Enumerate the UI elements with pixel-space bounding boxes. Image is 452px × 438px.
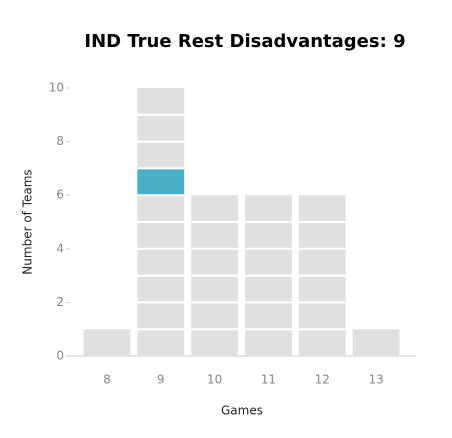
y-tick-label: 10 [49, 81, 64, 95]
x-tick-label: 9 [157, 373, 165, 387]
y-tick-label: 0 [56, 349, 64, 363]
chart-title: IND True Rest Disadvantages: 9 [84, 31, 405, 52]
y-tick-label: 2 [56, 295, 64, 309]
y-tick-label: 8 [56, 134, 64, 148]
y-tick-label: 6 [56, 188, 64, 202]
x-tick-label: 8 [103, 373, 111, 387]
y-axis-label: Number of Teams [21, 169, 35, 274]
bar [352, 329, 400, 356]
x-axis-label: Games [221, 404, 263, 418]
bar [83, 329, 131, 356]
x-tick-label: 11 [261, 373, 276, 387]
highlight-unit [137, 169, 185, 195]
x-tick-label: 13 [368, 373, 383, 387]
y-tick-label: 4 [56, 241, 64, 255]
x-tick-label: 12 [315, 373, 330, 387]
x-tick-label: 10 [207, 373, 222, 387]
